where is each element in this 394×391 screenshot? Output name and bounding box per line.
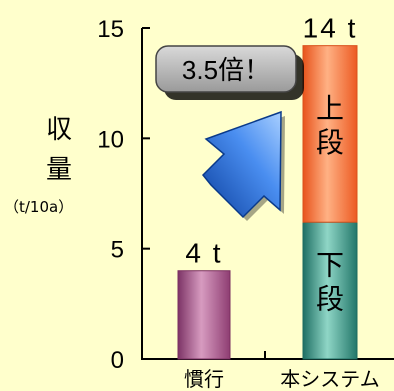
bar-segment-upper (302, 45, 358, 223)
bar-total-label: 14 t (303, 13, 358, 44)
ratio-callout: 3.5倍！ (155, 45, 304, 100)
y-axis-title-char-2: 量 (46, 155, 72, 185)
y-axis-unit: （t/10a） (4, 198, 73, 216)
segment-label-upper: 段 (316, 126, 344, 159)
increase-arrow-icon (201, 110, 285, 221)
y-tick-label: 5 (111, 237, 124, 264)
y-tick-label: 15 (97, 16, 124, 43)
y-axis-title-char-1: 収 (46, 115, 72, 145)
segment-label-lower: 段 (316, 283, 344, 316)
segment-label-lower: 下 (316, 249, 344, 282)
x-category-label: 本システム (280, 367, 379, 391)
bar-total-label: 4 t (185, 238, 222, 269)
x-category-label: 慣行 (184, 367, 224, 391)
y-axis-title: 収 量 (46, 115, 72, 185)
bar-conventional (177, 270, 231, 360)
y-tick-label: 10 (97, 126, 124, 153)
bar-segment-lower (302, 221, 358, 360)
segment-label-upper: 上 (316, 92, 344, 125)
ratio-callout-text: 3.5倍！ (182, 55, 270, 85)
y-tick-label: 0 (111, 347, 124, 374)
